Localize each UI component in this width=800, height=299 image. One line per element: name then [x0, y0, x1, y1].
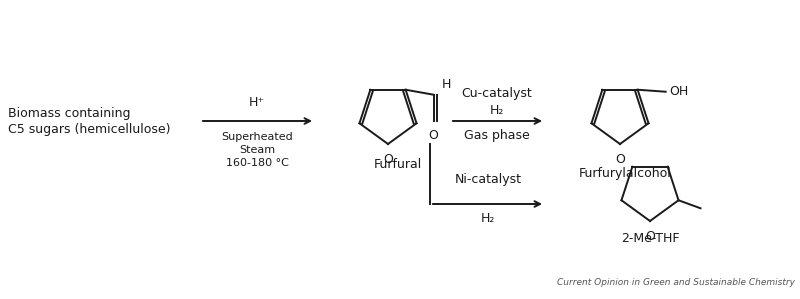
- Text: O: O: [383, 153, 393, 166]
- Text: 160-180 °C: 160-180 °C: [226, 158, 289, 168]
- Text: O: O: [615, 153, 625, 166]
- Text: Current Opinion in Green and Sustainable Chemistry: Current Opinion in Green and Sustainable…: [557, 278, 795, 287]
- Text: H₂: H₂: [490, 104, 504, 118]
- Text: Furfurylalcohol: Furfurylalcohol: [578, 167, 671, 181]
- Text: Superheated: Superheated: [221, 132, 293, 142]
- Text: H⁺: H⁺: [249, 97, 265, 109]
- Text: O: O: [645, 230, 655, 243]
- Text: Ni-catalyst: Ni-catalyst: [454, 173, 522, 185]
- Text: H: H: [442, 78, 451, 91]
- Text: O: O: [429, 129, 438, 142]
- Text: OH: OH: [670, 85, 689, 98]
- Text: Biomass containing: Biomass containing: [8, 108, 130, 120]
- Text: H₂: H₂: [481, 213, 495, 225]
- Text: Gas phase: Gas phase: [464, 129, 530, 143]
- Text: C5 sugars (hemicellulose): C5 sugars (hemicellulose): [8, 123, 170, 135]
- Text: 2-Me-THF: 2-Me-THF: [621, 233, 679, 245]
- Text: Cu-catalyst: Cu-catalyst: [462, 88, 532, 100]
- Text: Furfural: Furfural: [374, 158, 422, 170]
- Text: Steam: Steam: [239, 145, 275, 155]
